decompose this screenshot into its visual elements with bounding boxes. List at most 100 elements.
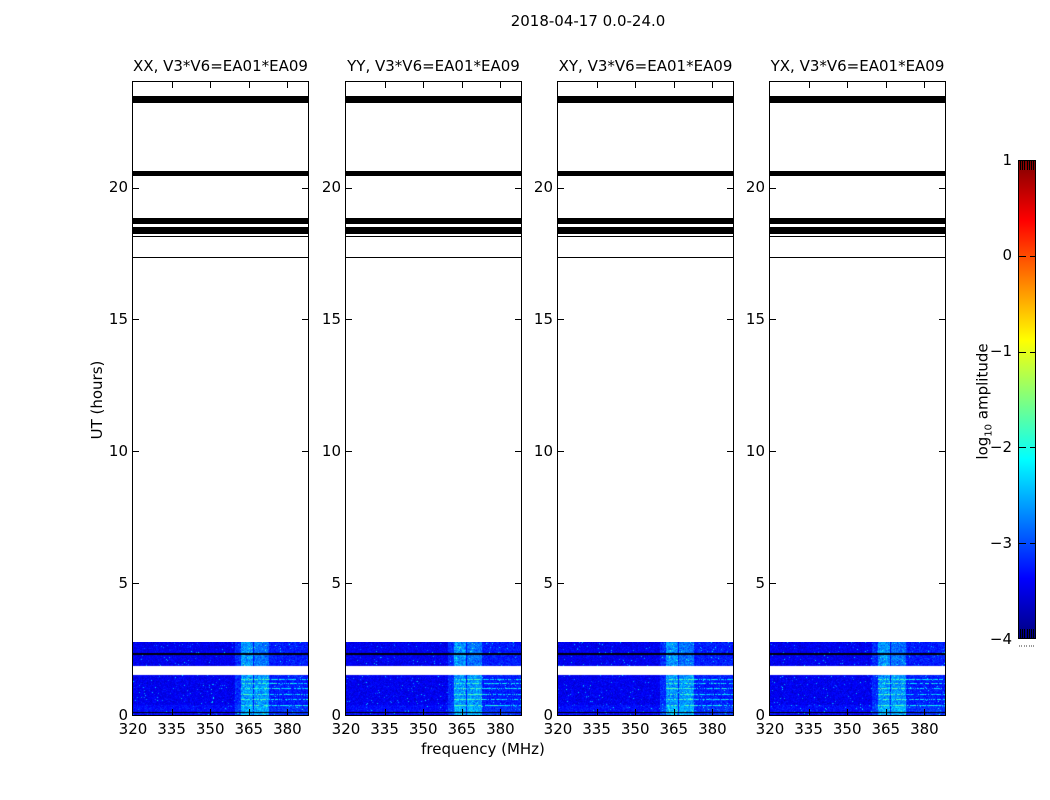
x-tick-label: 335 (577, 722, 617, 737)
flagged-band (770, 236, 945, 238)
x-tick-label: 320 (326, 722, 366, 737)
y-tick-label: 5 (99, 576, 128, 591)
y-tick-label: 10 (524, 444, 553, 459)
spectrogram-data-xx (133, 642, 308, 715)
y-tickmark (302, 319, 308, 320)
y-tickmark (346, 583, 352, 584)
colorbar-tickmark (1030, 352, 1035, 353)
spectrogram-data-yy (346, 642, 521, 715)
x-tick-label: 320 (750, 722, 790, 737)
y-tick-label: 10 (736, 444, 765, 459)
y-tickmark (939, 583, 945, 584)
x-tickmark (172, 709, 173, 715)
colorbar-bottom-dot (1031, 645, 1032, 647)
colorbar-end-hatch (1033, 629, 1034, 638)
figure-title: 2018-04-17 0.0-24.0 (388, 12, 788, 30)
x-tick-label: 350 (403, 722, 443, 737)
y-tickmark (939, 319, 945, 320)
x-tickmark (809, 709, 810, 715)
y-axis-label: UT (hours) (88, 300, 106, 500)
colorbar-tickmark (1019, 256, 1026, 257)
y-tick-label: 10 (312, 444, 341, 459)
colorbar-tick-label: 0 (982, 248, 1012, 263)
x-tickmark (712, 82, 713, 88)
panel-title-xy: XY, V3*V6=EA01*EA09 (538, 57, 753, 75)
spectrogram-data-xy (558, 642, 733, 715)
x-tickmark (462, 709, 463, 715)
y-tickmark (558, 188, 564, 189)
flagged-band (770, 96, 945, 103)
colorbar-end-hatch (1031, 629, 1032, 638)
x-tick-label: 380 (904, 722, 944, 737)
colorbar-bottom-dot (1033, 645, 1034, 647)
x-tickmark (462, 82, 463, 88)
flagged-band (346, 171, 521, 176)
colorbar-end-hatch (1029, 161, 1030, 170)
flagged-band (346, 227, 521, 234)
flagged-band (770, 171, 945, 176)
x-tickmark (886, 709, 887, 715)
x-tickmark (210, 82, 211, 88)
y-tickmark (302, 451, 308, 452)
flagged-band (133, 257, 308, 258)
x-tick-label: 335 (365, 722, 405, 737)
spectrogram-panel-xx: XX, V3*V6=EA01*EA09 0 5 10 15 20 320 335 350 365 3… (132, 81, 309, 716)
flagged-band (558, 227, 733, 234)
y-tickmark (727, 583, 733, 584)
x-tickmark (809, 82, 810, 88)
colorbar-tickmark (1030, 543, 1035, 544)
colorbar-tickmark (1019, 447, 1026, 448)
y-tickmark (939, 451, 945, 452)
y-tickmark (558, 451, 564, 452)
colorbar-end-hatch (1022, 629, 1023, 638)
flagged-band (133, 227, 308, 234)
x-tickmark (500, 82, 501, 88)
y-tickmark (727, 188, 733, 189)
y-tickmark (558, 319, 564, 320)
panel-title-yy: YY, V3*V6=EA01*EA09 (326, 57, 541, 75)
colorbar-tick-label: 1 (982, 153, 1012, 168)
colorbar (1018, 160, 1036, 639)
x-tickmark (287, 82, 288, 88)
colorbar-bottom-dot (1026, 645, 1027, 647)
x-tick-label: 365 (229, 722, 269, 737)
y-tickmark (727, 319, 733, 320)
x-tickmark (287, 709, 288, 715)
colorbar-end-hatch (1024, 629, 1025, 638)
y-tickmark (302, 583, 308, 584)
x-tickmark (385, 82, 386, 88)
y-tickmark (727, 451, 733, 452)
flagged-band (558, 218, 733, 223)
y-tick-label: 5 (312, 576, 341, 591)
x-tickmark (210, 709, 211, 715)
x-tickmark (635, 82, 636, 88)
flagged-band (770, 257, 945, 258)
flagged-band (133, 218, 308, 223)
colorbar-label-suffix: amplitude (974, 343, 992, 424)
x-tickmark (712, 709, 713, 715)
flagged-band (558, 236, 733, 238)
x-tickmark (597, 709, 598, 715)
flagged-band (133, 171, 308, 176)
y-tick-label: 20 (524, 180, 553, 195)
y-tickmark (346, 188, 352, 189)
spectrogram-panel-xy: XY, V3*V6=EA01*EA09 0 5 10 15 20 320 335 350 365 3… (557, 81, 734, 716)
colorbar-label-prefix: log (974, 437, 992, 460)
y-tickmark (770, 188, 776, 189)
colorbar-end-hatch (1020, 161, 1021, 170)
panel-title-yx: YX, V3*V6=EA01*EA09 (750, 57, 965, 75)
flagged-band (133, 96, 308, 103)
spectrogram-panel-yy: YY, V3*V6=EA01*EA09 0 5 10 15 20 320 335 350 365 3… (345, 81, 522, 716)
x-tickmark (847, 709, 848, 715)
colorbar-end-hatch (1027, 161, 1028, 170)
colorbar-bottom-dot (1019, 645, 1020, 647)
flagged-band (346, 96, 521, 103)
x-tick-label: 320 (113, 722, 153, 737)
flagged-band (770, 227, 945, 234)
y-tick-label: 15 (524, 312, 553, 327)
y-tickmark (346, 319, 352, 320)
y-tick-label: 20 (99, 180, 128, 195)
colorbar-tickmark (1030, 256, 1035, 257)
x-tickmark (423, 82, 424, 88)
colorbar-bottom-dot (1021, 645, 1022, 647)
